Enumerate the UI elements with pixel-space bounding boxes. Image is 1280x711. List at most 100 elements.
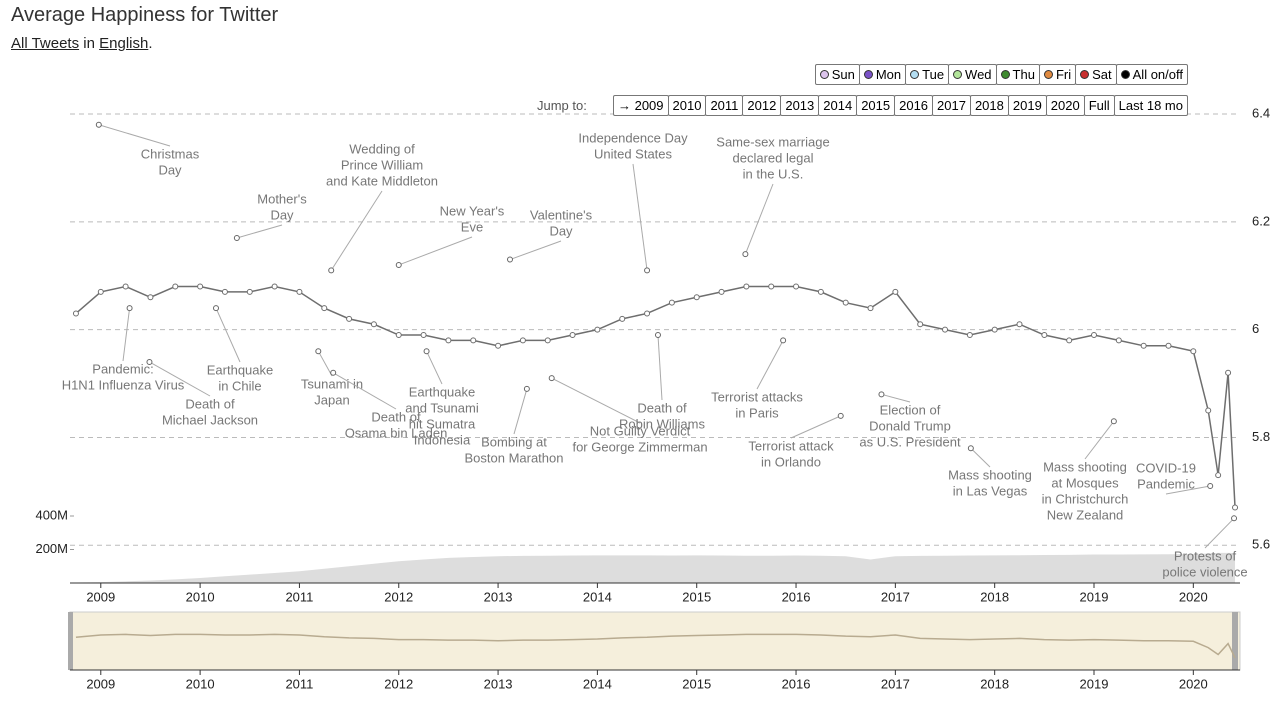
annotation-text: in Christchurch (1042, 491, 1129, 506)
day-toggle[interactable]: Sun (814, 64, 860, 85)
day-toggle[interactable]: Tue (905, 64, 950, 85)
point (966, 332, 973, 339)
point (1066, 337, 1073, 344)
annotation-text: in the U.S. (743, 166, 804, 181)
point (917, 321, 924, 328)
nav-x-tick-label: 2017 (881, 676, 910, 691)
x-tick-label: 2014 (583, 589, 612, 604)
y-tick-label: 6.4 (1252, 105, 1270, 120)
annotation-text: Day (270, 207, 294, 222)
jump-button[interactable]: 2013 (780, 95, 820, 116)
annotation-text: Mass shooting (948, 467, 1032, 482)
jump-button[interactable]: 2015 (856, 95, 896, 116)
text: in (83, 35, 95, 52)
annotation-text: United States (594, 146, 673, 161)
nav-x-tick-label: 2018 (980, 676, 1009, 691)
x-tick-label: 2018 (980, 589, 1009, 604)
annotation-leader (632, 163, 648, 271)
jump-button[interactable]: → 2009 (612, 95, 669, 116)
jump-button[interactable]: 2012 (742, 95, 782, 116)
point (1165, 342, 1172, 349)
day-label: Sat (1092, 67, 1112, 82)
point (221, 288, 228, 295)
annotation-point (1231, 515, 1238, 522)
nav-x-tick-label: 2011 (285, 676, 313, 691)
y2-tick-label: 400M (35, 507, 68, 522)
annotation-text: COVID-19 (1136, 460, 1196, 475)
annotation-point (1110, 418, 1117, 425)
point (768, 283, 775, 290)
jump-button[interactable]: 2019 (1007, 95, 1047, 116)
x-tick-label: 2020 (1179, 589, 1208, 604)
swatch (863, 70, 873, 79)
jump-buttons: → 2009 2010 2011 2012 2013 2014 2015 2016 2017 20… (612, 95, 1188, 116)
annotation-text: Pandemic (1137, 476, 1195, 491)
day-toggle[interactable]: Fri (1038, 64, 1077, 85)
annotation-text: Not Guilty Verdict (590, 423, 691, 438)
jump-button[interactable]: 2016 (894, 95, 934, 116)
point (1215, 472, 1222, 479)
annotation-leader (122, 308, 131, 362)
point (544, 337, 551, 344)
annotation-point (95, 121, 102, 128)
x-tick-label: 2010 (186, 589, 215, 604)
annotation-leader (1084, 420, 1115, 460)
annotation-text: Death of (637, 400, 687, 415)
point (693, 294, 700, 301)
annotation-leader (551, 377, 641, 424)
point (842, 299, 849, 306)
x-tick-label: 2017 (881, 589, 910, 604)
jump-button[interactable]: Last 18 mo (1113, 95, 1188, 116)
point (942, 326, 949, 333)
x-tick-label: 2019 (1080, 589, 1109, 604)
jump-button[interactable]: 2020 (1045, 95, 1085, 116)
annotation-leader (744, 183, 774, 255)
annotation-text: Osama bin Laden (345, 425, 448, 440)
day-toggle[interactable]: Wed (948, 64, 997, 85)
jump-button[interactable]: 2011 (705, 95, 744, 116)
nav-x-tick-label: 2016 (782, 676, 811, 691)
annotation-text: Prince William (341, 157, 423, 172)
annotation-text: Japan (314, 392, 349, 407)
point (420, 332, 427, 339)
annotation-text: Protests of (1174, 548, 1237, 563)
annotation-text: Mass shooting (1043, 459, 1127, 474)
point (122, 283, 129, 290)
swatch (910, 70, 920, 79)
annotation-point (548, 375, 555, 382)
x-tick-label: 2011 (285, 589, 313, 604)
annotation-point (506, 256, 513, 263)
annotation-leader (790, 415, 841, 439)
annotation-leader (149, 361, 211, 397)
point (1140, 342, 1147, 349)
x-tick-label: 2012 (384, 589, 413, 604)
jump-button[interactable]: Full (1083, 95, 1115, 116)
point (817, 288, 824, 295)
point (1225, 369, 1232, 376)
annotation-leader (398, 236, 473, 266)
day-toggle[interactable]: Sat (1075, 64, 1117, 85)
day-label: Tue (922, 67, 945, 82)
link[interactable]: English (99, 35, 149, 52)
jump-button[interactable]: 2018 (969, 95, 1009, 116)
point (445, 337, 452, 344)
jump-button[interactable]: 2017 (932, 95, 971, 116)
jump-button[interactable]: 2014 (818, 95, 858, 116)
day-toggle[interactable]: Thu (995, 64, 1040, 85)
nav-x-tick-label: 2012 (384, 676, 413, 691)
annotation-point (1207, 482, 1214, 489)
link[interactable]: All Tweets (11, 35, 80, 52)
point (296, 288, 303, 295)
swatch (1120, 70, 1130, 79)
day-toggle[interactable]: All on/off (1115, 64, 1188, 85)
annotation-text: Election of (880, 402, 941, 417)
jump-button[interactable]: 2010 (667, 95, 707, 116)
annotation-text: Boston Marathon (464, 450, 563, 465)
point (668, 299, 675, 306)
point (1090, 332, 1097, 339)
point (1205, 407, 1212, 414)
day-toggle[interactable]: Mon (858, 64, 907, 85)
nav-x-tick-label: 2009 (86, 676, 115, 691)
